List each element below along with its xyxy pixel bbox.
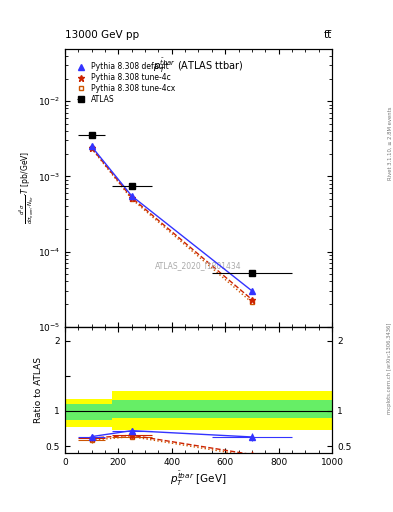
Pythia 8.308 tune-4c (250, 296, 254, 303)
Pythia 8.308 default (129, 193, 134, 199)
Text: mcplots.cern.ch [arXiv:1306.3436]: mcplots.cern.ch [arXiv:1306.3436] (387, 323, 392, 414)
Text: 13000 GeV pp: 13000 GeV pp (65, 30, 139, 40)
Line: Pythia 8.308 tune-4cx: Pythia 8.308 tune-4cx (89, 146, 254, 305)
Text: Rivet 3.1.10, ≥ 2.8M events: Rivet 3.1.10, ≥ 2.8M events (387, 106, 392, 180)
Line: Pythia 8.308 tune-4c: Pythia 8.308 tune-4c (88, 144, 255, 303)
Text: ATLAS_2020_I1801434: ATLAS_2020_I1801434 (155, 261, 242, 270)
Pythia 8.308 tune-4cx (250, 300, 254, 306)
Text: tt̅: tt̅ (324, 30, 332, 40)
X-axis label: $p^{\bar{t}bar}_{T}$ [GeV]: $p^{\bar{t}bar}_{T}$ [GeV] (170, 470, 227, 488)
Y-axis label: $\frac{d^2\sigma}{d\sigma_{norm}{\cdot}N_{fsr}}{\cdot}T$ [pb/GeV]: $\frac{d^2\sigma}{d\sigma_{norm}{\cdot}N… (18, 151, 36, 224)
Text: $p_T^{\bar{t}bar}$ (ATLAS ttbar): $p_T^{\bar{t}bar}$ (ATLAS ttbar) (153, 57, 244, 75)
Y-axis label: Ratio to ATLAS: Ratio to ATLAS (34, 357, 43, 423)
Line: Pythia 8.308 default: Pythia 8.308 default (89, 144, 255, 293)
Pythia 8.308 default (89, 143, 94, 150)
Pythia 8.308 tune-4c (89, 145, 94, 151)
Legend: Pythia 8.308 default, Pythia 8.308 tune-4c, Pythia 8.308 tune-4cx, ATLAS: Pythia 8.308 default, Pythia 8.308 tune-… (72, 61, 177, 105)
Pythia 8.308 default (250, 288, 254, 294)
Pythia 8.308 tune-4cx (89, 145, 94, 152)
Pythia 8.308 tune-4c (129, 195, 134, 201)
Pythia 8.308 tune-4cx (129, 196, 134, 202)
